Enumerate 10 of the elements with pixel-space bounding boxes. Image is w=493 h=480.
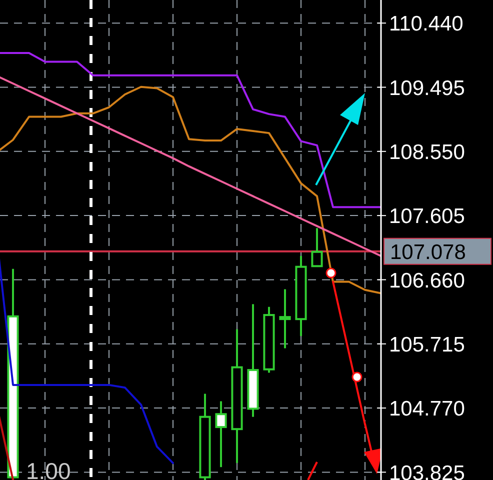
y-tick-label: 107.605 <box>389 205 465 228</box>
y-tick-label: 108.550 <box>389 140 465 164</box>
y-tick-label: 105.715 <box>389 333 465 356</box>
y-tick-label: 103.825 <box>389 462 465 480</box>
y-tick-label: 104.770 <box>389 398 465 421</box>
ref-line-label: 107.078 <box>390 240 466 264</box>
y-tick-label: 110.440 <box>389 12 464 36</box>
y-tick-label: 106.660 <box>389 269 465 292</box>
annotation: 1.00 <box>26 458 71 480</box>
y-tick-label: 109.495 <box>389 76 465 100</box>
